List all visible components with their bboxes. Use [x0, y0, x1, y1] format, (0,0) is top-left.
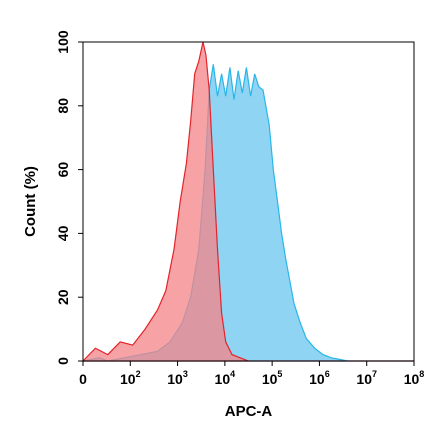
plot-frame [82, 41, 415, 362]
x-tick-label: 102 [120, 369, 141, 387]
x-tick-label: 104 [215, 369, 236, 387]
x-tick-label: 103 [167, 369, 188, 387]
y-tick-label: 40 [55, 225, 71, 241]
y-axis-title: Count (%) [22, 166, 39, 237]
y-tick-label: 60 [55, 162, 71, 178]
histogram-series-1 [82, 64, 414, 362]
series-layer [81, 41, 414, 362]
histogram-series-2 [81, 41, 414, 362]
tick-layer: 0 102 103 104 105 106 107 108 0 20 40 60 80 100 [55, 30, 424, 387]
x-tick-label: 108 [404, 369, 425, 387]
x-tick-label: 106 [309, 369, 330, 387]
x-tick-label: 0 [79, 371, 87, 387]
x-axis-title: APC-A [225, 403, 273, 420]
y-tick-label: 80 [55, 98, 71, 114]
y-tick-label: 100 [55, 30, 71, 54]
y-tick-label: 0 [55, 357, 71, 365]
x-tick-label: 107 [356, 369, 377, 387]
x-tick-label: 105 [262, 369, 283, 387]
y-tick-label: 20 [55, 289, 71, 305]
